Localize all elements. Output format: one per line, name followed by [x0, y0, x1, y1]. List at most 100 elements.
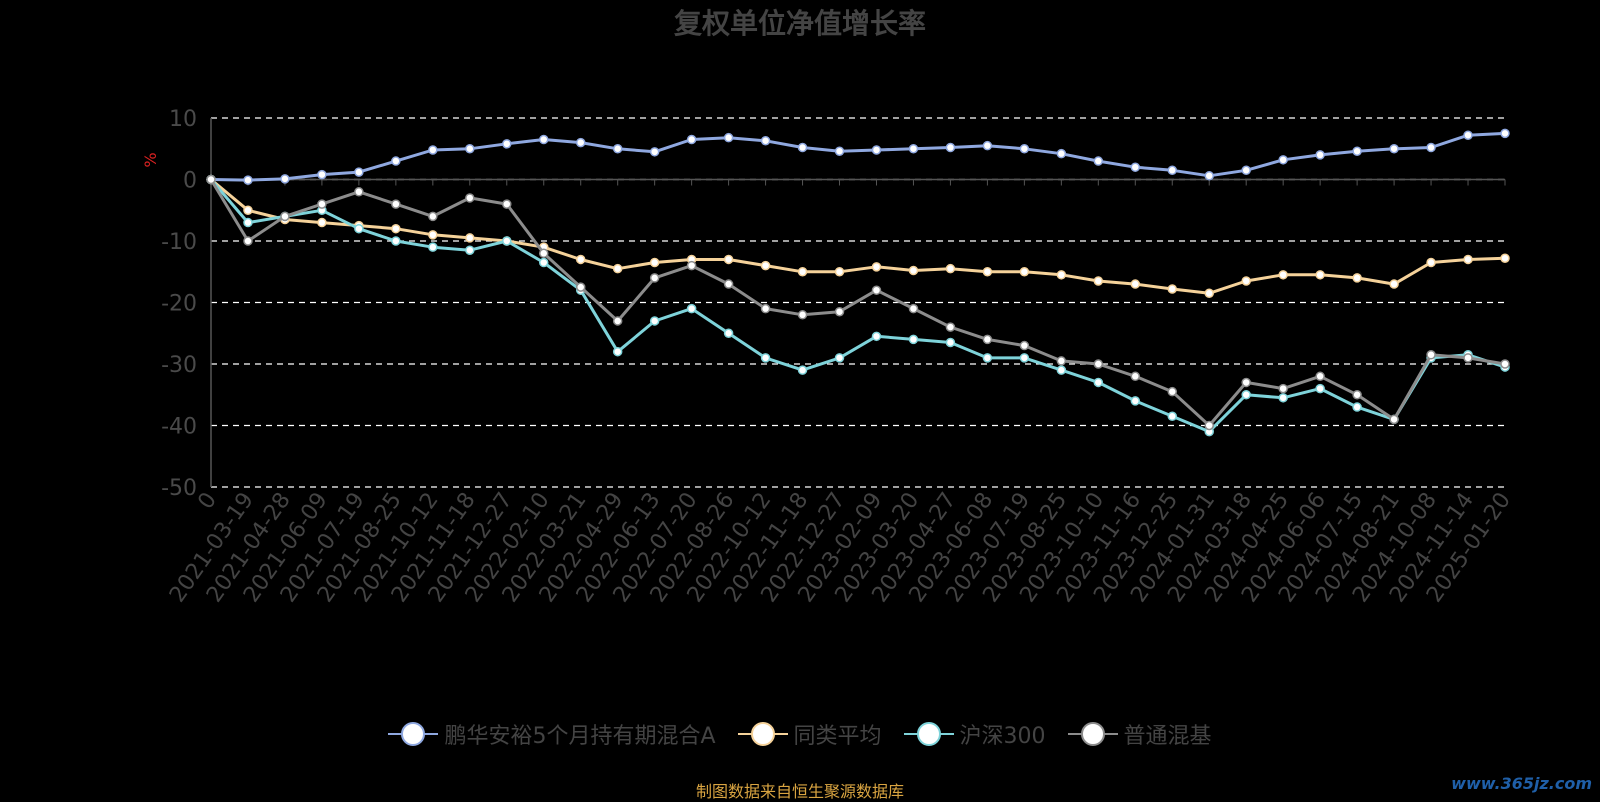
data-point	[1315, 270, 1325, 280]
data-point	[354, 223, 364, 234]
data-point	[760, 353, 771, 363]
data-point	[1167, 165, 1178, 176]
data-point	[1130, 371, 1141, 382]
data-point	[1019, 144, 1030, 154]
data-point	[243, 175, 253, 185]
y-tick-label: -50	[161, 476, 197, 501]
data-point	[1093, 359, 1104, 369]
data-point	[1352, 390, 1362, 400]
data-point	[1315, 371, 1325, 382]
data-point	[354, 187, 364, 197]
data-point	[834, 267, 845, 277]
data-point	[797, 267, 808, 277]
chart-title: 复权单位净值增长率	[673, 7, 926, 40]
data-point	[575, 137, 586, 148]
data-point	[1167, 284, 1178, 294]
data-point	[1167, 411, 1178, 422]
data-point	[908, 144, 919, 154]
data-point	[649, 257, 660, 268]
data-point	[1019, 340, 1030, 351]
data-point	[1204, 420, 1214, 431]
data-point	[982, 334, 993, 345]
data-point	[1463, 130, 1473, 140]
data-point	[834, 146, 845, 156]
series-line-4	[209, 178, 1506, 427]
data-point	[243, 217, 253, 228]
data-point	[1241, 276, 1251, 286]
legend-item[interactable]: 同类平均	[737, 718, 882, 750]
y-tick-label: 10	[169, 107, 197, 132]
data-point	[428, 211, 438, 222]
legend-marker-icon	[903, 721, 954, 747]
data-point	[908, 265, 919, 276]
legend-label: 普通混基	[1123, 724, 1212, 749]
data-point	[797, 310, 808, 320]
legend-marker-icon	[737, 721, 788, 747]
data-point	[1500, 253, 1510, 263]
y-axis-label: %	[141, 152, 160, 167]
data-point	[1278, 393, 1288, 403]
data-point	[723, 279, 734, 289]
data-point	[797, 365, 808, 375]
data-point	[391, 223, 401, 234]
legend-item[interactable]: 普通混基	[1067, 718, 1212, 750]
data-point	[502, 199, 512, 209]
data-point	[871, 331, 882, 342]
data-point	[1056, 148, 1067, 159]
data-point	[760, 303, 771, 314]
legend-item[interactable]: 鹏华安裕5个月持有期混合A	[388, 718, 716, 750]
data-point	[797, 142, 808, 153]
y-tick-label: -30	[161, 353, 197, 378]
data-point	[1019, 267, 1030, 277]
data-point	[1500, 128, 1510, 139]
data-point	[1352, 402, 1362, 412]
data-point	[871, 285, 882, 295]
data-point	[1352, 146, 1362, 156]
data-point	[834, 353, 845, 363]
legend-label: 沪深300	[959, 724, 1046, 749]
legend-marker-icon	[388, 721, 439, 747]
data-point	[1019, 353, 1030, 363]
series-line-2	[210, 178, 1506, 295]
data-point	[502, 236, 512, 246]
y-tick-label: 0	[183, 169, 197, 194]
data-point	[612, 316, 623, 326]
series-line-3	[209, 178, 1506, 434]
data-point	[243, 236, 253, 246]
series-line-1	[210, 131, 1506, 182]
data-point	[1278, 155, 1288, 165]
data-point	[686, 260, 697, 271]
watermark: www.365jz.com	[1451, 774, 1592, 793]
data-point	[723, 328, 734, 338]
data-point	[1389, 279, 1399, 289]
data-point	[982, 267, 993, 277]
data-point	[1426, 350, 1436, 360]
data-point	[834, 306, 845, 317]
data-point	[686, 134, 697, 145]
source-note: 制图数据来自恒生聚源数据库	[695, 782, 904, 801]
data-point	[871, 145, 882, 155]
data-point	[1056, 270, 1067, 280]
data-point	[1352, 273, 1362, 283]
data-point	[465, 144, 475, 154]
data-point	[723, 132, 734, 143]
data-point	[354, 167, 364, 177]
data-point	[428, 145, 438, 155]
legend-marker-icon	[1067, 721, 1118, 747]
data-point	[1241, 377, 1251, 388]
data-point	[428, 230, 438, 240]
data-point	[1130, 279, 1141, 289]
data-point	[1463, 353, 1473, 363]
legend: 鹏华安裕5个月持有期混合A 同类平均 沪深300 普通混基	[0, 718, 1600, 750]
data-point	[1167, 386, 1178, 397]
x-tick-label: 0	[193, 488, 222, 514]
data-point	[649, 316, 660, 326]
data-point	[1130, 162, 1141, 172]
data-point	[317, 169, 327, 180]
data-point	[280, 174, 290, 184]
legend-item[interactable]: 沪深300	[903, 718, 1046, 750]
data-point	[649, 273, 660, 283]
data-point	[1426, 142, 1436, 153]
